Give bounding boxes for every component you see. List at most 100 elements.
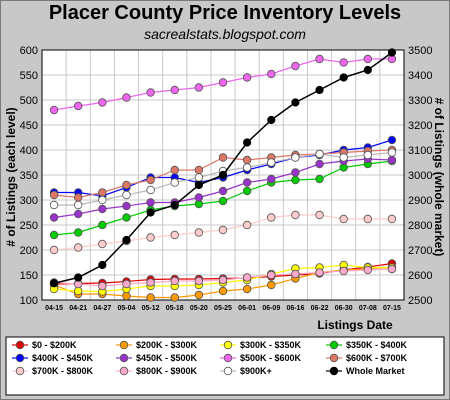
data-point xyxy=(146,208,155,217)
data-point xyxy=(291,153,300,162)
data-point xyxy=(122,235,131,245)
series-6 xyxy=(49,54,397,115)
x-tick-label: 04-21 xyxy=(69,305,87,312)
data-point xyxy=(242,273,252,282)
legend-item: $350K - $400K xyxy=(326,340,408,350)
data-point xyxy=(242,163,252,172)
data-point xyxy=(315,174,324,184)
legend-marker xyxy=(119,366,129,376)
x-tick-label: 06-22 xyxy=(311,305,329,312)
data-point xyxy=(49,230,59,240)
y2-tick-label: 2600 xyxy=(408,270,432,282)
x-tick-label: 06-30 xyxy=(335,305,353,312)
data-point xyxy=(98,220,107,230)
legend-marker xyxy=(15,366,25,376)
data-point xyxy=(49,245,59,255)
x-tick-label: 07-08 xyxy=(359,305,377,312)
data-point xyxy=(146,293,155,302)
y2-tick-label: 2500 xyxy=(408,295,432,307)
legend-label: $400K - $450K xyxy=(32,353,94,363)
legend-label: $300K - $350K xyxy=(240,340,302,350)
legend-item: $600K - $700K xyxy=(326,353,408,363)
data-point xyxy=(194,180,203,190)
data-point xyxy=(122,93,131,102)
data-point xyxy=(49,190,59,200)
data-point xyxy=(218,186,228,196)
legend-marker xyxy=(329,366,339,376)
data-point xyxy=(242,284,252,294)
data-point xyxy=(315,268,324,277)
legend-marker xyxy=(223,340,233,350)
data-point xyxy=(291,98,300,107)
y-tick-label: 150 xyxy=(20,270,38,282)
x-tick-label: 04-27 xyxy=(93,305,111,312)
x-tick-label: 04-15 xyxy=(45,305,63,312)
legend-label: $450K - $500K xyxy=(136,353,198,363)
data-point xyxy=(315,54,324,64)
data-point xyxy=(73,200,83,210)
data-point xyxy=(267,280,276,290)
legend-label: $800K - $900K xyxy=(136,366,198,376)
data-point xyxy=(98,281,107,291)
y2-tick-label: 2900 xyxy=(408,195,432,207)
data-point xyxy=(218,275,228,285)
data-point xyxy=(363,214,372,224)
y2-tick-label: 3300 xyxy=(408,95,432,107)
y2-tick-label: 2800 xyxy=(408,220,432,232)
legend-item: Whole Market xyxy=(326,366,405,376)
data-point xyxy=(122,213,131,222)
data-point xyxy=(146,198,155,207)
data-point xyxy=(170,276,179,286)
data-point xyxy=(315,85,324,95)
y2-tick-label: 3200 xyxy=(408,120,432,132)
legend-label: $700K - $800K xyxy=(32,366,94,376)
plot-border xyxy=(41,49,405,301)
data-point xyxy=(242,186,252,196)
plot-area: 100 2500 150 2600 200 2700 250 2800 300 2900 350 30… xyxy=(20,45,433,312)
data-point xyxy=(73,193,83,202)
legend-item: $700K - $800K xyxy=(12,366,94,376)
data-point xyxy=(73,286,83,296)
data-point xyxy=(194,290,204,300)
legend-item: $800K - $900K xyxy=(116,366,198,376)
legend-label: $900K+ xyxy=(240,366,272,376)
data-point xyxy=(170,200,179,210)
data-point xyxy=(218,153,228,162)
data-point xyxy=(218,286,228,296)
data-point xyxy=(363,265,372,275)
data-point xyxy=(242,73,252,82)
legend-item: $450K - $500K xyxy=(116,353,198,363)
data-point xyxy=(315,210,324,220)
data-point xyxy=(170,85,179,95)
x-tick-label: 05-20 xyxy=(190,305,208,312)
legend-label: $600K - $700K xyxy=(346,353,408,363)
data-point xyxy=(218,78,228,87)
data-point xyxy=(267,213,276,222)
data-point xyxy=(339,153,348,162)
chart-subtitle: sacrealstats.blogspot.com xyxy=(144,26,306,42)
data-point xyxy=(98,98,107,107)
data-point xyxy=(194,83,204,92)
data-point xyxy=(363,150,372,160)
y-tick-label: 400 xyxy=(20,145,38,157)
y-tick-label: 100 xyxy=(20,295,38,307)
data-point xyxy=(122,279,131,289)
data-point xyxy=(242,220,252,230)
legend-marker xyxy=(329,340,339,350)
data-point xyxy=(49,213,59,222)
y2-tick-label: 2700 xyxy=(408,245,432,257)
data-point xyxy=(387,214,397,224)
legend-label: $200K - $300K xyxy=(136,340,198,350)
data-point xyxy=(291,210,300,220)
data-point xyxy=(146,88,155,97)
y-tick-label: 250 xyxy=(20,220,38,232)
series-11 xyxy=(49,48,397,288)
y-tick-label: 200 xyxy=(20,245,38,257)
data-point xyxy=(73,209,83,219)
data-point xyxy=(363,54,372,64)
legend-item: $200K - $300K xyxy=(116,340,198,350)
y2-tick-label: 3100 xyxy=(408,145,432,157)
data-point xyxy=(291,269,300,279)
legend-marker xyxy=(119,340,129,350)
data-point xyxy=(122,201,131,211)
